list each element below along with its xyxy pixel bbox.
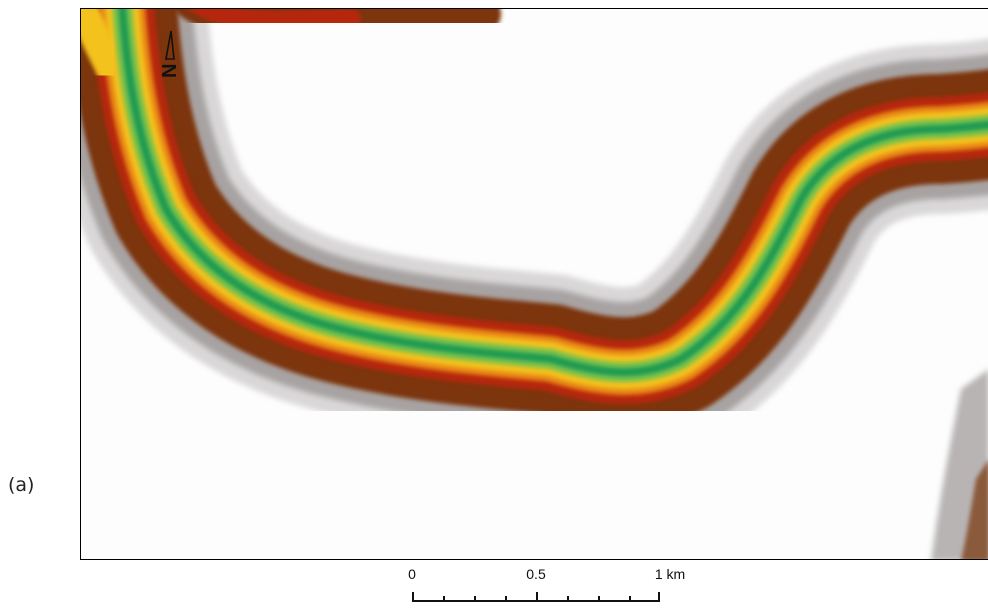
scale-tick	[598, 596, 600, 602]
scale-bar: 0 0.5 1 km	[400, 566, 685, 606]
scale-tick	[443, 596, 445, 602]
right-edge-terrain	[931, 369, 988, 559]
map-frame: N	[80, 8, 988, 560]
scale-tick	[536, 592, 538, 602]
scale-tick	[412, 592, 414, 602]
valley-bands	[81, 9, 988, 458]
scale-tick	[658, 592, 660, 602]
upper-bank-yellow	[81, 9, 126, 84]
scale-label-1km: 1 km	[654, 566, 686, 582]
north-arrow-icon: N	[159, 30, 181, 78]
scale-label-half: 0.5	[526, 566, 546, 582]
scale-label-0: 0	[408, 566, 416, 582]
scale-tick	[505, 596, 507, 602]
upper-bank	[81, 9, 501, 84]
right-edge-brown	[961, 460, 988, 559]
scale-tick	[567, 596, 569, 602]
scale-tick	[474, 596, 476, 602]
valley-channel-dark-green	[118, 9, 988, 377]
upper-bank-red	[187, 9, 361, 31]
panel-label: (a)	[8, 474, 35, 496]
scale-tick	[629, 596, 631, 602]
elevation-map: N	[81, 9, 988, 559]
north-arrow-letter: N	[159, 64, 181, 78]
